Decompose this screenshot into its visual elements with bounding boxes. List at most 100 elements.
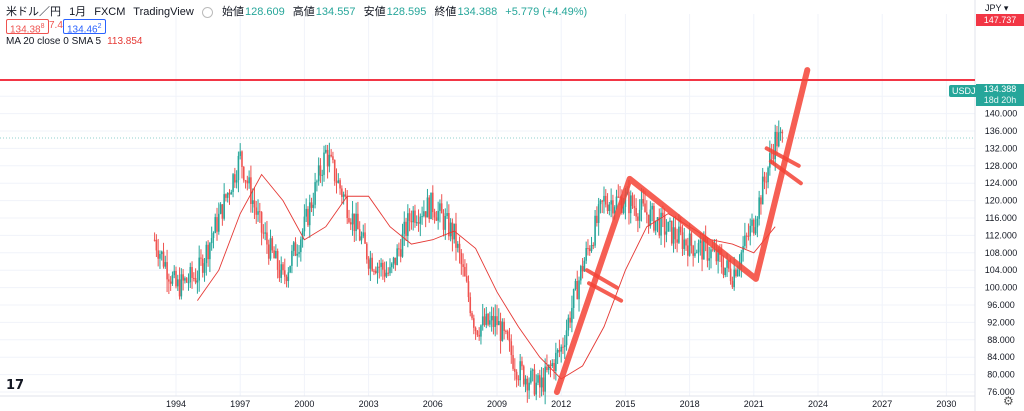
indicator-legend[interactable]: MA 20 close 0 SMA 5 113.854 — [6, 36, 142, 47]
candle-body — [715, 249, 718, 262]
price-tick-label: 136.000 — [985, 126, 1018, 136]
price-tick-label: 116.000 — [985, 213, 1017, 223]
candle-body — [651, 205, 653, 210]
candle-body — [223, 194, 225, 219]
time-tick-label: 2006 — [423, 399, 443, 409]
candle-body — [779, 131, 782, 133]
candle-body — [720, 254, 723, 268]
candle-body — [408, 213, 411, 221]
price-tick-label: 140.000 — [985, 109, 1018, 119]
candle-body — [248, 177, 250, 184]
interval-label[interactable]: 1月 — [69, 6, 87, 18]
candle-body — [216, 217, 218, 232]
candle-body — [736, 269, 739, 277]
candle-body — [740, 252, 743, 266]
time-tick-label: 2003 — [359, 399, 379, 409]
candle-body — [622, 206, 625, 213]
candle-body — [492, 315, 495, 327]
candle-body — [569, 317, 571, 323]
candle-body — [703, 237, 705, 260]
time-tick-label: 2027 — [872, 399, 892, 409]
market-status-icon — [201, 6, 213, 18]
symbol-name[interactable]: 米ドル／円 — [6, 6, 61, 18]
candle-body — [321, 174, 324, 176]
candle-body — [196, 280, 199, 283]
candle-body — [610, 200, 612, 205]
candle-body — [487, 313, 489, 325]
candle-body — [489, 320, 491, 325]
candle-body — [590, 245, 593, 252]
candle-body — [565, 330, 568, 346]
candle-body — [374, 270, 377, 274]
trendline-tick-mark — [764, 146, 801, 168]
candle-body — [358, 229, 361, 241]
candle-body — [592, 245, 595, 247]
candle-body — [710, 249, 712, 259]
candle-body — [232, 174, 234, 192]
candle-body — [542, 377, 545, 392]
close-label: 終値 — [434, 6, 457, 18]
candle-body — [631, 195, 634, 207]
candle-body — [226, 192, 229, 198]
trendline-tick-mark — [587, 281, 624, 303]
low-label: 安値 — [363, 6, 386, 18]
candle-body — [571, 307, 573, 323]
candle-body — [266, 232, 268, 245]
candle-body — [421, 216, 423, 218]
candle-body — [731, 281, 734, 288]
candle-body — [355, 213, 357, 232]
candle-body — [505, 330, 507, 332]
candle-body — [633, 206, 636, 208]
bid-box[interactable]: 134.388 — [6, 19, 49, 36]
candle-body — [237, 155, 240, 181]
candle-body — [214, 217, 217, 233]
candle-body — [424, 211, 427, 218]
candles — [153, 120, 784, 405]
candle-body — [332, 156, 334, 161]
candle-body — [294, 242, 297, 256]
candle-body — [490, 315, 493, 321]
candle-body — [234, 174, 236, 183]
bid-price: 134.38 — [10, 24, 41, 36]
candle-body — [711, 249, 714, 251]
candle-body — [367, 259, 370, 269]
candle-body — [544, 366, 546, 392]
trendline-tick-mark — [768, 159, 803, 186]
candle-body — [255, 207, 258, 215]
candle-body — [637, 216, 639, 221]
candle-body — [576, 281, 579, 300]
candle-body — [369, 257, 372, 269]
candle-body — [449, 222, 452, 237]
candle-body — [287, 272, 290, 282]
candle-body — [191, 267, 193, 278]
ask-box[interactable]: 134.462 — [63, 19, 106, 35]
gear-icon[interactable]: ⚙ — [1003, 394, 1014, 408]
tradingview-logo-icon[interactable]: 17 — [6, 378, 25, 393]
candle-body — [317, 165, 320, 182]
candle-body — [193, 277, 195, 279]
candle-body — [601, 200, 604, 202]
candle-body — [155, 240, 158, 251]
candle-body — [638, 209, 641, 221]
close-value: 134.388 — [457, 6, 498, 18]
candle-body — [683, 239, 686, 249]
candle-body — [781, 131, 784, 134]
candle-body — [537, 375, 539, 383]
candle-body — [305, 208, 307, 217]
candle-body — [572, 289, 575, 308]
candle-body — [708, 258, 711, 261]
candle-body — [688, 233, 691, 256]
last-price: 134.388 — [983, 84, 1017, 94]
candle-body — [442, 213, 445, 230]
candle-body — [480, 325, 482, 337]
candle-body — [656, 217, 659, 221]
hline-price-tag: 147.737 — [976, 14, 1024, 26]
candle-body — [770, 153, 773, 155]
candle-body — [758, 197, 760, 219]
candle-body — [653, 205, 655, 231]
currency-selector[interactable]: JPY ▾ — [985, 3, 1008, 14]
candle-body — [555, 352, 557, 371]
price-tick-label: 80.000 — [987, 370, 1015, 380]
candle-body — [292, 242, 295, 251]
